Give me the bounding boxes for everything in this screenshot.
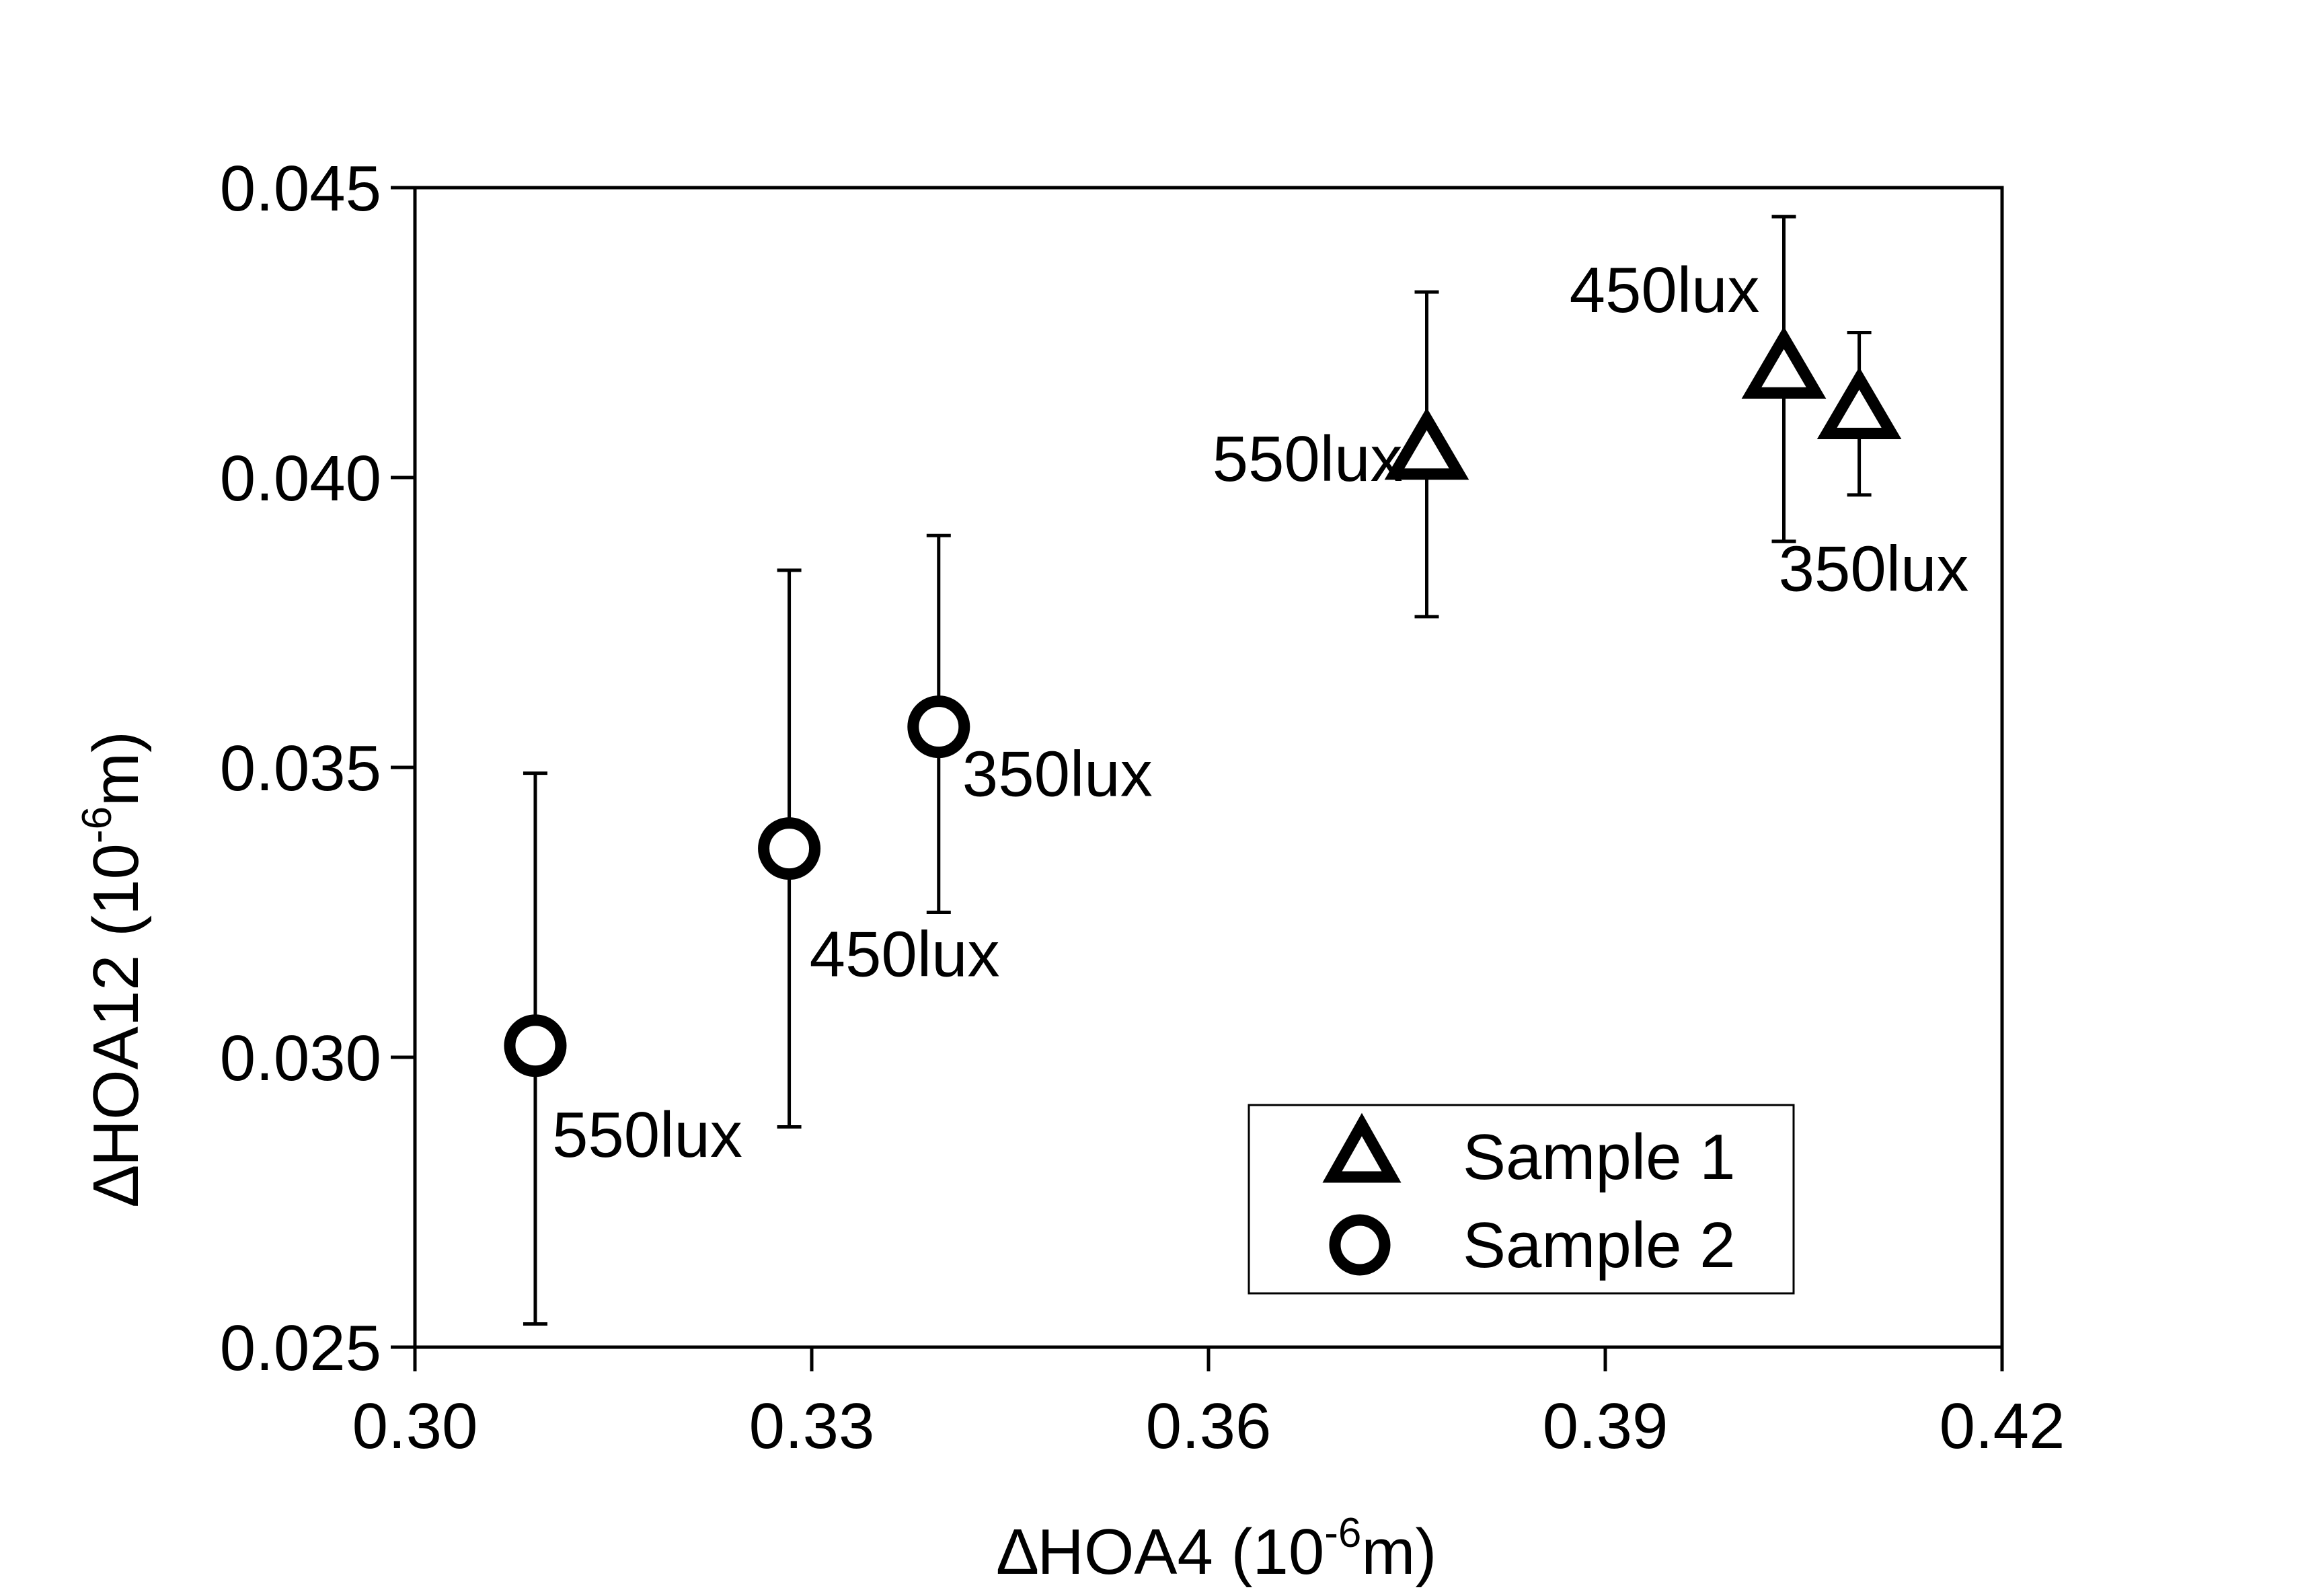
y-tick-label: 0.030 [220,1022,381,1094]
circle-marker [907,695,970,759]
triangle-marker [1384,408,1469,480]
data-markers [504,326,1902,1077]
point-label: 450lux [810,919,1000,991]
point-label: 450lux [1570,254,1760,326]
legend-circle-marker [1329,1214,1391,1276]
x-tick-label: 0.42 [1940,1390,2065,1462]
point-label: 350lux [962,738,1153,810]
x-tick-label: 0.36 [1146,1390,1272,1462]
x-tick-label: 0.33 [749,1390,875,1462]
triangle-marker [1741,326,1827,399]
x-axis-title: ∆HOA4 (10-6m) [998,1510,1437,1588]
point-label: 350lux [1779,533,1969,605]
y-axis-title: ∆HOA12 (10-6m) [74,731,152,1206]
x-tick-label: 0.39 [1543,1390,1669,1462]
axes: 0.30 0.33 0.36 0.39 0.42 0.025 0.030 0.035 0.040… [220,153,2065,1462]
y-tick-label: 0.035 [220,732,381,804]
point-label: 550lux [552,1099,742,1171]
legend-label-sample-1: Sample 1 [1463,1121,1736,1193]
y-tick-label: 0.025 [220,1312,381,1384]
triangle-marker [1816,367,1902,440]
y-tick-label: 0.045 [220,153,381,225]
x-tick-label: 0.30 [352,1390,478,1462]
legend-triangle-marker [1322,1112,1402,1183]
point-label: 550lux [1213,423,1403,495]
y-tick-label: 0.040 [220,443,381,515]
legend-label-sample-2: Sample 2 [1463,1209,1736,1281]
legend: Sample 1 Sample 2 [1248,1104,1795,1295]
point-labels: 550lux 450lux 350lux 550lux 450lux 350lux [552,254,1969,1171]
circle-marker [504,1014,567,1077]
circle-marker [758,817,821,880]
